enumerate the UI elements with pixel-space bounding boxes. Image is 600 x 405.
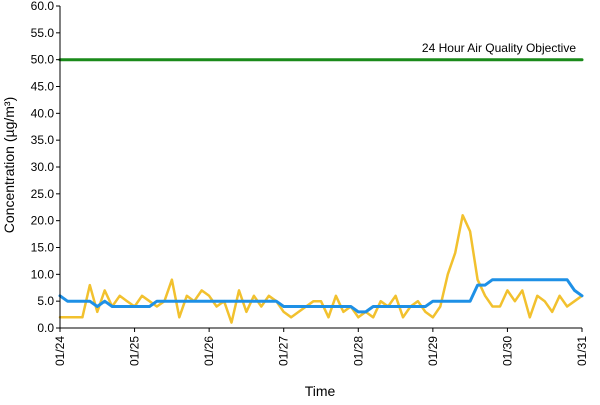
- y-tick-label: 35.0: [31, 133, 55, 147]
- y-axis-title: Concentration (µg/m³): [1, 97, 17, 233]
- y-tick-label: 30.0: [31, 160, 55, 174]
- objective-annotation: 24 Hour Air Quality Objective: [422, 41, 576, 55]
- y-tick-label: 55.0: [31, 26, 55, 40]
- y-tick-label: 20.0: [31, 214, 55, 228]
- x-tick-label: 01/29: [426, 336, 440, 366]
- x-tick-label: 01/27: [277, 336, 291, 366]
- y-tick-label: 5.0: [37, 294, 54, 308]
- x-tick-label: 01/30: [500, 336, 514, 366]
- y-tick-label: 60.0: [31, 0, 55, 13]
- hourly-series-line: [58, 214, 584, 324]
- series-group: [58, 58, 584, 324]
- x-tick-label: 01/28: [351, 336, 365, 366]
- x-tick-label: 01/26: [202, 336, 216, 366]
- y-tick-label: 40.0: [31, 106, 55, 120]
- y-tick-label: 25.0: [31, 187, 55, 201]
- x-tick-label: 01/24: [53, 336, 67, 366]
- x-tick-label: 01/31: [575, 336, 589, 366]
- x-tick-label: 01/25: [128, 336, 142, 366]
- y-tick-label: 45.0: [31, 80, 55, 94]
- y-tick-label: 15.0: [31, 241, 55, 255]
- rolling-24h-series-line: [58, 278, 584, 314]
- y-tick-label: 10.0: [31, 267, 55, 281]
- y-tick-label: 0.0: [37, 321, 54, 335]
- y-tick-label: 50.0: [31, 53, 55, 67]
- x-axis-title: Time: [305, 383, 336, 399]
- axes: 0.0 5.0 10.0 15.0 20.0 25.0 30.0 35.0 40.0 45.0 50…: [31, 0, 589, 366]
